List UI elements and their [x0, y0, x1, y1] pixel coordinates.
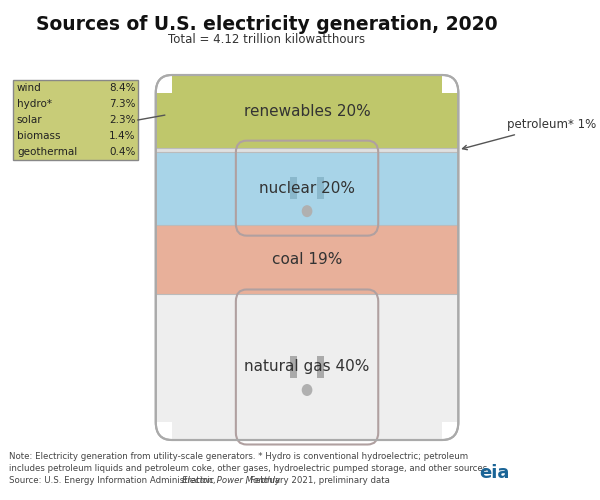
Text: solar: solar — [17, 115, 43, 125]
Bar — [156, 422, 172, 440]
Text: Total = 4.12 trillion kilowatthours: Total = 4.12 trillion kilowatthours — [169, 33, 365, 46]
Bar — [290, 356, 297, 378]
Bar — [156, 224, 458, 294]
Text: , February 2021, preliminary data: , February 2021, preliminary data — [245, 476, 389, 485]
Text: wind: wind — [17, 83, 41, 93]
Text: 0.4%: 0.4% — [109, 147, 135, 157]
Bar — [13, 80, 138, 160]
Text: Note: Electricity generation from utility-scale generators. * Hydro is conventio: Note: Electricity generation from utilit… — [9, 452, 468, 461]
Bar — [156, 152, 458, 224]
Text: Source: U.S. Energy Information Administration,: Source: U.S. Energy Information Administ… — [9, 476, 218, 485]
Text: Electric Power Monthly: Electric Power Monthly — [182, 476, 281, 485]
Text: 1.4%: 1.4% — [109, 131, 135, 141]
Text: eia: eia — [479, 464, 509, 482]
Text: hydro*: hydro* — [17, 99, 52, 109]
Bar — [156, 75, 172, 93]
Bar — [317, 177, 324, 199]
Text: natural gas 40%: natural gas 40% — [244, 360, 370, 374]
Text: coal 19%: coal 19% — [272, 252, 342, 267]
Text: 2.3%: 2.3% — [109, 115, 135, 125]
Bar — [156, 75, 458, 148]
Text: geothermal: geothermal — [17, 147, 77, 157]
Circle shape — [302, 205, 313, 217]
Circle shape — [302, 384, 313, 396]
Text: biomass: biomass — [17, 131, 61, 141]
Text: renewables 20%: renewables 20% — [244, 104, 370, 119]
Text: includes petroleum liquids and petroleum coke, other gases, hydroelectric pumped: includes petroleum liquids and petroleum… — [9, 464, 490, 473]
Bar — [156, 294, 458, 440]
Bar — [317, 356, 324, 378]
Bar — [442, 422, 458, 440]
Text: 8.4%: 8.4% — [109, 83, 135, 93]
Text: nuclear 20%: nuclear 20% — [259, 180, 355, 196]
Bar — [290, 177, 297, 199]
Text: 7.3%: 7.3% — [109, 99, 135, 109]
Text: petroleum* 1%: petroleum* 1% — [463, 118, 596, 150]
Bar — [442, 75, 458, 93]
Bar — [156, 148, 458, 152]
Text: Sources of U.S. electricity generation, 2020: Sources of U.S. electricity generation, … — [36, 15, 498, 34]
